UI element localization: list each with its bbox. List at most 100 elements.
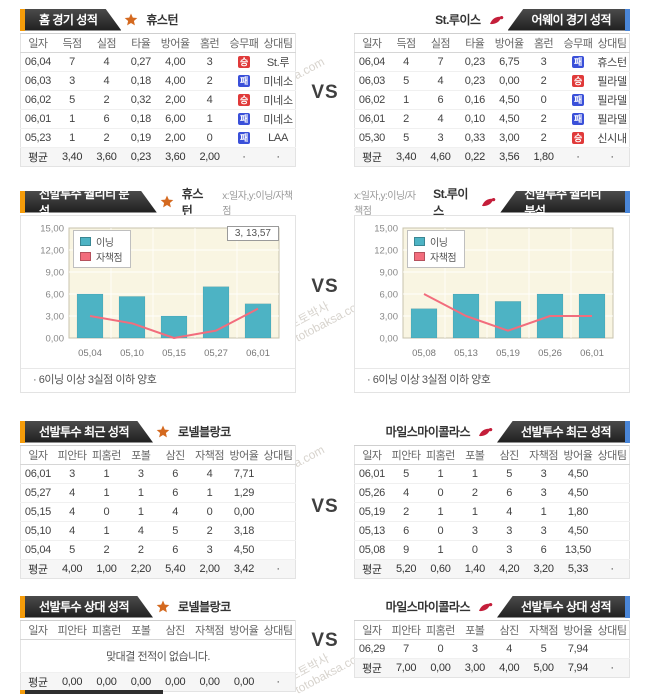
axis-hint: x:일자,y:이닝/자책점 [354,190,416,217]
cell: 7,94 [560,639,596,659]
legend-label-earned-runs: 자책점 [96,253,123,264]
loss-badge: 패 [237,113,250,126]
cell: 2 [89,128,124,148]
cell: 4 [192,90,227,110]
table-row: 05,08 9 1 0 3 6 13,50 [354,540,630,560]
cell: 6,00 [158,109,193,129]
avg-cell: 1,40 [457,559,492,579]
cell: 2 [526,128,561,148]
cell: 06,02 [20,90,55,110]
cell: 5 [158,521,193,541]
cell: 2 [526,71,561,91]
result-cell: 패 [560,52,596,72]
svg-text:05,15: 05,15 [162,348,186,359]
st-louis-cardinals-logo [478,426,494,438]
win-badge: 승 [571,132,584,145]
svg-text:15,00: 15,00 [374,224,398,235]
cell: 2 [388,109,424,129]
cell: 5 [388,464,424,484]
avg-cell: 0,00 [123,672,158,692]
cell: 6 [423,90,458,110]
orange-accent-bar [20,420,25,443]
houston-astros-logo [156,425,170,438]
column-header: 승무패 [226,33,262,53]
avg-cell: 7,00 [388,658,424,678]
result-cell: 패 [226,71,262,91]
avg-cell: 1,00 [89,559,124,579]
result-cell: 승 [226,90,262,110]
cell [595,639,630,659]
average-row: 평균 5,20 0,60 1,40 4,20 3,20 5,33 · [354,559,630,579]
cell: 05,13 [354,521,389,541]
column-header: 일자 [20,33,55,53]
column-header: 방어율 [226,620,262,640]
cell: 1 [423,464,458,484]
cell: LAA [261,128,296,148]
cell: 6 [388,521,424,541]
column-header: 상대팀 [595,620,630,640]
cell: 06,02 [354,90,389,110]
column-header: 삼진 [158,620,193,640]
cell: 06,29 [354,639,389,659]
average-row: 평균 3,40 3,60 0,23 3,60 2,00 · · [20,147,296,167]
cell: 5 [388,71,424,91]
avg-cell: 0,60 [423,559,458,579]
column-header: 상대팀 [261,33,296,53]
cell: 7 [423,52,458,72]
column-header: 득점 [388,33,424,53]
away-record-table: 일자 득점 실점 타율 방어율 홈런 승무패 상대팀 06,04 4 7 0,23 6,75 3 패 휴스턴… [354,33,630,167]
cell [595,483,630,503]
cell: 7 [388,639,424,659]
column-header: 포볼 [123,620,158,640]
chart-legend: 이닝 자책점 [407,230,466,268]
column-header: 자책점 [192,620,227,640]
cell [261,540,296,560]
quality-chart-houston: 0,00 3,00 6,00 9,00 12,00 15,00 05,04 05,10 05,1… [40,224,280,359]
empty-message-row: 맞대결 전적이 없습니다. [20,639,296,673]
avg-cell: 0,00 [226,672,262,692]
cell: 2 [388,502,424,522]
cell: 9 [388,540,424,560]
column-header: 피홈런 [423,445,458,465]
legend-label-innings: 이닝 [96,238,114,249]
cell: 3 [492,540,527,560]
vs-label: VS [311,630,339,651]
column-header: 피안타 [54,620,90,640]
column-header: 피안타 [54,445,90,465]
table-row: 05,30 5 3 0,33 3,00 2 승 신시내 [354,128,630,148]
result-cell: 승 [560,71,596,91]
chart-annotation: 3, 13,57 [226,226,279,241]
cell: 1 [457,502,492,522]
result-cell: 패 [560,90,596,110]
cell [595,521,630,541]
vs-record-table-right: 일자 피안타 피홈런 포볼 삼진 자책점 방어율 상대팀 06,29 7 0 3 4 5 7,94 평균 7,… [354,620,630,678]
vs-label: VS [311,276,339,297]
vs-label: VS [311,496,339,517]
cell: 0 [192,128,227,148]
avg-cell: · [595,147,630,167]
cell: 4 [89,71,124,91]
chart-note: · 6이닝 이상 3실점 이하 양호 [355,368,629,392]
cell: 1 [192,109,227,129]
cell: 2 [526,109,561,129]
cell: 0,16 [457,90,492,110]
column-header: 타율 [457,33,492,53]
blue-accent-bar [625,595,630,618]
avg-cell: 0,00 [192,672,227,692]
section-title: 선발투수 퀄리티분석 [500,190,625,213]
cell: 3 [457,639,492,659]
cell: 05,04 [20,540,55,560]
table-row: 06,01 1 6 0,18 6,00 1 패 미네소 [20,109,296,129]
cell [261,521,296,541]
avg-cell: 0,00 [158,672,193,692]
section-header-vs-left: 선발투수 상대 성적 로넬블랑코 [20,595,296,618]
svg-text:05,13: 05,13 [454,348,478,359]
cell: 3 [54,71,90,91]
orange-accent-bar [20,8,25,31]
cell: 0 [423,639,458,659]
avg-cell: 5,40 [158,559,193,579]
cell: 2,00 [158,128,193,148]
avg-cell: 4,60 [423,147,458,167]
recent-record-table-right: 일자 피안타 피홈런 포볼 삼진 자책점 방어율 상대팀 06,01 5 1 1 5 3 4,50 05,2… [354,445,630,579]
